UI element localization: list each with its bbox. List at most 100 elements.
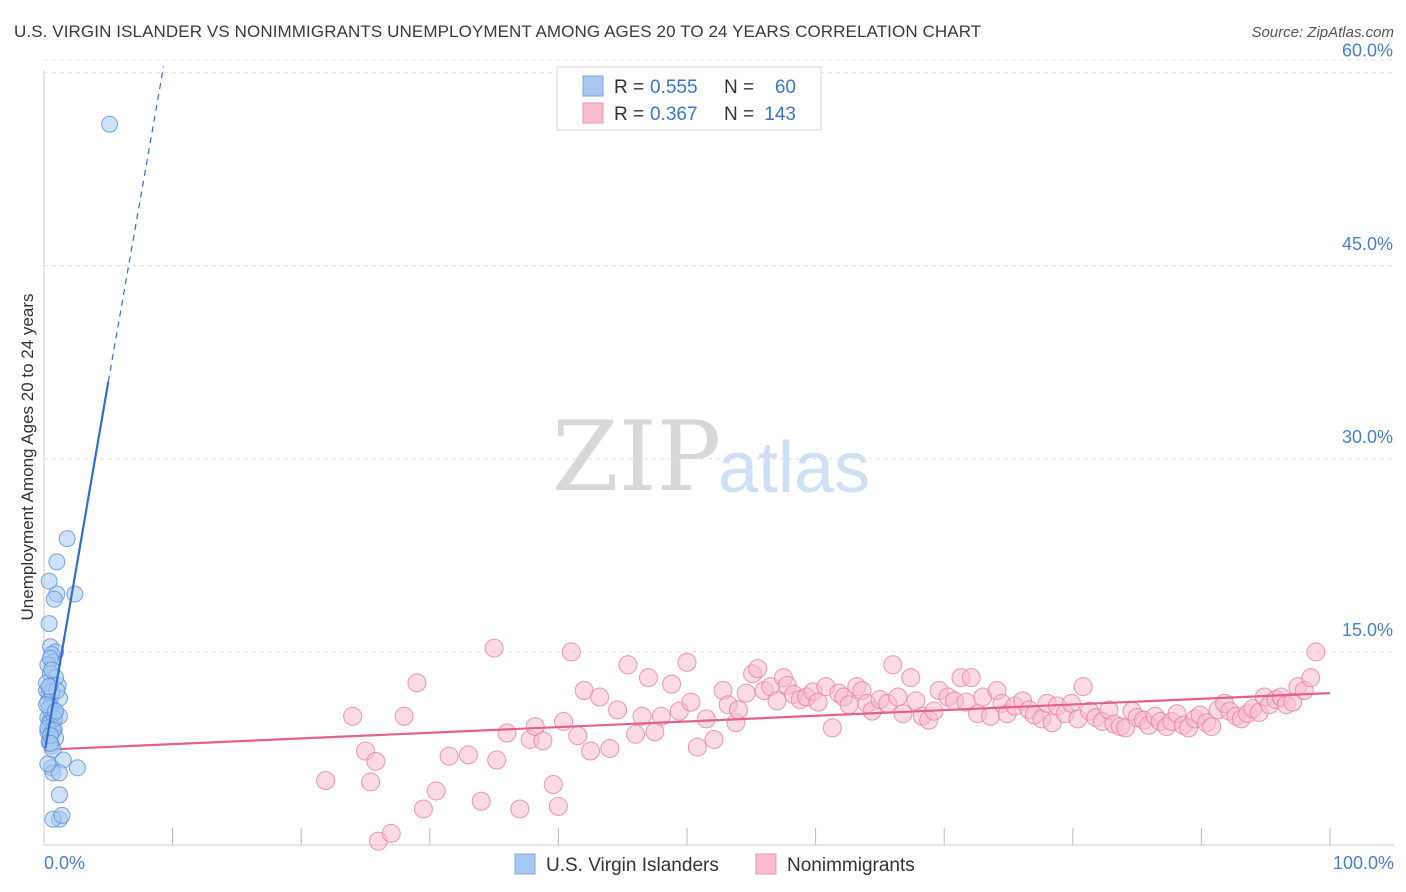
nonimmigrants-point (600, 738, 620, 758)
nonimmigrants-point (581, 741, 601, 761)
nonimmigrants-point (471, 791, 491, 811)
legend-n-value-nonimmigrants: 143 (764, 104, 796, 125)
nonimmigrants-point (543, 775, 563, 795)
usvi-trend-extension (107, 66, 165, 382)
usvi-point (40, 572, 58, 590)
watermark-atlas: atlas (718, 428, 870, 508)
bottom-legend: U.S. Virgin Islanders Nonimmigrants (514, 853, 915, 876)
legend-swatch-usvi (582, 75, 604, 97)
usvi-point (68, 759, 86, 777)
usvi-point (101, 115, 119, 133)
bottom-legend-swatch-usvi (514, 853, 536, 875)
usvi-point (48, 553, 66, 571)
nonimmigrants-point (487, 750, 507, 770)
legend-n-value-usvi: 60 (775, 77, 796, 98)
legend-r-value-nonimmigrants: 0.367 (650, 104, 698, 125)
usvi-point (66, 585, 84, 603)
nonimmigrants-point (1306, 642, 1326, 662)
nonimmigrants-point (651, 706, 671, 726)
nonimmigrants-point (808, 692, 828, 712)
nonimmigrants-point (1301, 668, 1321, 688)
x-ticks (172, 828, 1331, 845)
nonimmigrants-point (361, 772, 381, 792)
y-tick-label: 60.0% (1342, 41, 1393, 61)
nonimmigrants-point (883, 655, 903, 675)
usvi-point (40, 615, 58, 633)
legend-n-label-nonimmigrants: N = (724, 104, 754, 125)
nonimmigrants-point (1073, 677, 1093, 697)
nonimmigrants-point (901, 668, 921, 688)
usvi-point (50, 764, 68, 782)
nonimmigrants-point (381, 823, 401, 843)
nonimmigrants-point (822, 718, 842, 738)
nonimmigrants-point (561, 642, 581, 662)
nonimmigrants-point (548, 796, 568, 816)
nonimmigrants-point (413, 799, 433, 819)
usvi-trend-line (44, 381, 110, 749)
usvi-point (39, 755, 57, 773)
nonimmigrants-point (888, 687, 908, 707)
legend-swatch-nonimmigrants (582, 102, 604, 124)
nonimmigrants-point (394, 706, 414, 726)
nonimmigrants-point (748, 659, 768, 679)
nonimmigrants-point (343, 706, 363, 726)
nonimmigrants-point (736, 683, 756, 703)
nonimmigrants-point (316, 771, 336, 791)
usvi-point (50, 786, 68, 804)
nonimmigrants-point (681, 692, 701, 712)
nonimmigrants-point (618, 655, 638, 675)
nonimmigrants-point (626, 724, 646, 744)
series-nonimmigrants-trend (43, 692, 1331, 751)
grid-lines (44, 59, 1394, 653)
legend-r-value-usvi: 0.555 (650, 77, 698, 98)
series-nonimmigrants-points (316, 638, 1326, 851)
nonimmigrants-point (407, 673, 427, 693)
nonimmigrants-point (533, 731, 553, 751)
x-tick-label-min: 0.0% (44, 853, 85, 873)
nonimmigrants-point (590, 687, 610, 707)
bottom-legend-label-nonimmigrants: Nonimmigrants (787, 855, 915, 876)
bottom-legend-swatch-nonimmigrants (755, 853, 777, 875)
nonimmigrants-point (484, 638, 504, 658)
y-tick-label: 45.0% (1342, 234, 1393, 254)
legend-r-label-nonimmigrants: R = (614, 104, 644, 125)
nonimmigrants-point (608, 700, 628, 720)
nonimmigrants-point (961, 668, 981, 688)
usvi-point (58, 530, 76, 548)
usvi-point (45, 590, 63, 608)
nonimmigrants-point (458, 745, 478, 765)
nonimmigrants-point (728, 700, 748, 720)
nonimmigrants-point (510, 799, 530, 819)
y-tick-label: 30.0% (1342, 427, 1393, 447)
nonimmigrants-point (696, 709, 716, 729)
nonimmigrants-point (677, 652, 697, 672)
watermark-zip: ZIP (552, 401, 721, 513)
y-tick-labels: 15.0% 30.0% 45.0% 60.0% (1342, 41, 1393, 640)
nonimmigrants-point (638, 668, 658, 688)
source-credit: Source: ZipAtlas.com (1251, 24, 1394, 41)
nonimmigrants-point (426, 781, 446, 801)
nonimmigrants-trend-line (43, 692, 1331, 751)
x-tick-label-max: 100.0% (1333, 853, 1394, 873)
nonimmigrants-point (1202, 717, 1222, 737)
legend-n-label-usvi: N = (724, 77, 754, 98)
nonimmigrants-point (704, 729, 724, 749)
legend-r-label-usvi: R = (614, 77, 644, 98)
nonimmigrants-point (439, 746, 459, 766)
usvi-point (40, 678, 58, 696)
nonimmigrants-point (687, 737, 707, 757)
nonimmigrants-point (366, 751, 386, 771)
nonimmigrants-point (497, 723, 517, 743)
y-tick-label: 15.0% (1342, 620, 1393, 640)
nonimmigrants-point (839, 695, 859, 715)
legend-box: R = 0.555 N = 60 R = 0.367 N = 143 (556, 66, 822, 131)
nonimmigrants-point (568, 726, 588, 746)
usvi-point (53, 806, 71, 824)
usvi-point (41, 734, 59, 752)
chart-title: U.S. VIRGIN ISLANDER VS NONIMMIGRANTS UN… (14, 22, 982, 41)
nonimmigrants-point (662, 674, 682, 694)
bottom-legend-label-usvi: U.S. Virgin Islanders (546, 855, 719, 876)
nonimmigrants-point (632, 706, 652, 726)
nonimmigrants-point (893, 704, 913, 724)
